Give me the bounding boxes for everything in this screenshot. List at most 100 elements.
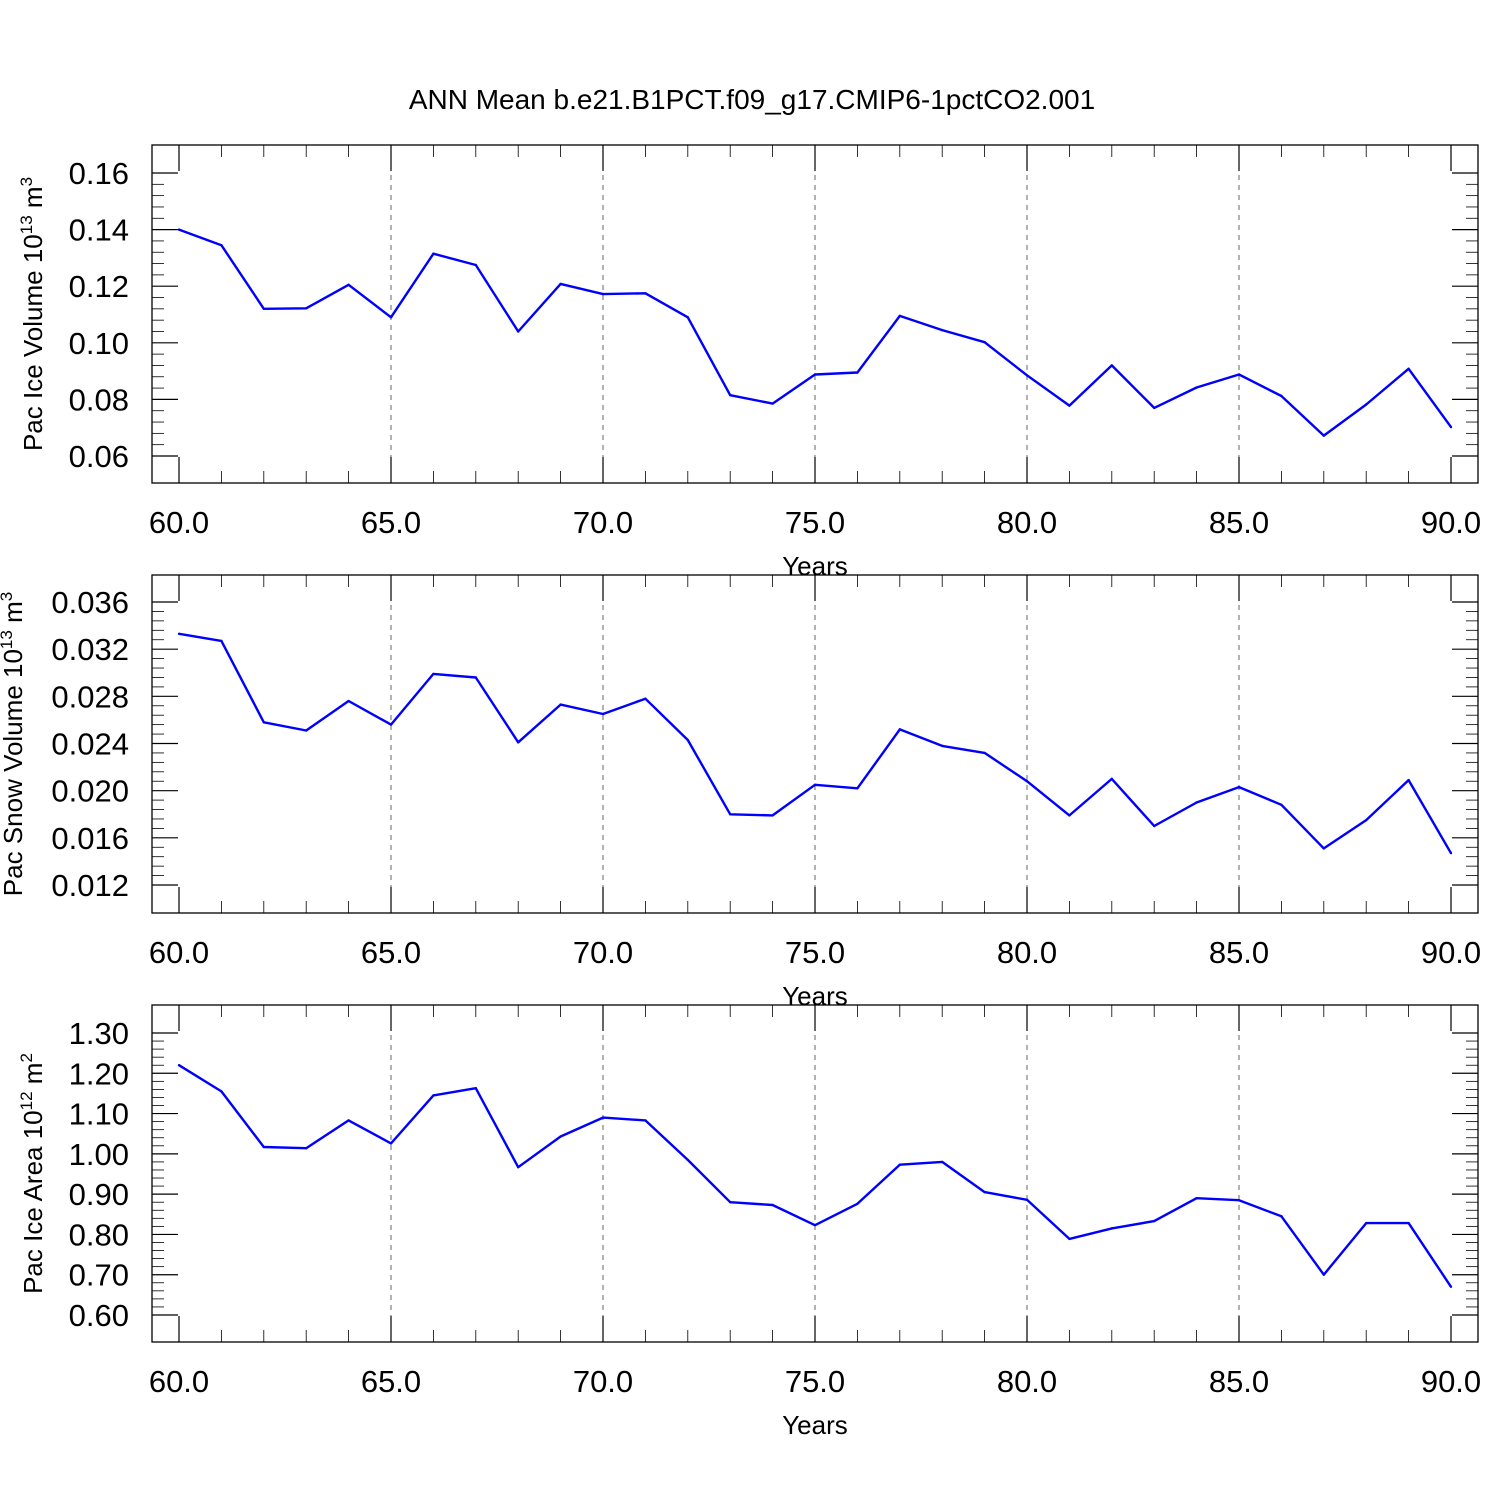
data-point: [220, 243, 223, 247]
data-point: [305, 307, 308, 310]
data-point: [601, 1116, 605, 1119]
data-point: [983, 1190, 986, 1194]
data-point: [898, 1163, 901, 1166]
data-point: [177, 228, 181, 231]
data-point: [1237, 373, 1241, 376]
x-tick-label: 80.0: [997, 505, 1057, 540]
y-axis-label-text: Pac Snow Volume 10: [0, 649, 28, 896]
chart-panel-pac-ice-volume: 60.0 65.0 70.0 75.0 80.0 85.0 90.0 0.06 0.08 0.10…: [17, 144, 1481, 581]
x-tick-label: 60.0: [149, 505, 209, 540]
y-tick-label: 0.14: [69, 213, 129, 248]
data-point: [1280, 803, 1283, 807]
data-point: [1237, 785, 1241, 789]
data-point: [601, 292, 605, 296]
data-point: [729, 393, 732, 397]
data-point: [1153, 406, 1156, 410]
data-point: [1365, 818, 1368, 822]
data-point: [1195, 801, 1198, 804]
y-tick-label: 0.80: [69, 1217, 129, 1252]
y-axis-label-unit-exponent: 3: [17, 177, 36, 186]
y-tick-label: 0.028: [51, 679, 129, 714]
series-line: [178, 228, 1452, 437]
data-point: [898, 314, 901, 318]
x-tick-label: 85.0: [1209, 505, 1269, 540]
y-tick-label: 1.00: [69, 1137, 129, 1172]
y-tick-label: 0.16: [69, 156, 129, 191]
data-point: [177, 632, 181, 636]
data-point: [262, 1145, 265, 1149]
y-tick-label: 1.20: [69, 1056, 129, 1091]
data-point: [771, 402, 774, 405]
data-point: [1322, 847, 1326, 850]
data-point: [1110, 777, 1114, 781]
x-tick-label: 90.0: [1421, 1364, 1481, 1399]
data-point: [432, 252, 435, 255]
data-point: [389, 1142, 393, 1145]
x-tick-label: 60.0: [149, 1364, 209, 1399]
data-point: [559, 703, 562, 706]
chart-panel-pac-ice-area: 60.0 65.0 70.0 75.0 80.0 85.0 90.0 0.60 0.70 0.80…: [17, 1004, 1481, 1440]
x-axis-label: Years: [782, 1410, 848, 1440]
data-point: [644, 1119, 647, 1122]
y-axis-label-exponent: 13: [17, 215, 36, 234]
data-point: [1365, 1221, 1368, 1225]
data-point: [856, 1202, 859, 1206]
data-point: [305, 729, 308, 732]
data-point: [389, 723, 393, 726]
data-point: [305, 1147, 308, 1150]
y-axis-label-unit: m: [0, 601, 28, 630]
data-point: [262, 307, 265, 311]
y-tick-label: 0.036: [51, 585, 129, 620]
x-tick-label: 80.0: [997, 935, 1057, 970]
data-point: [1025, 1198, 1029, 1201]
data-point: [559, 282, 562, 286]
data-point: [517, 741, 520, 744]
y-axis-label: Pac Ice Area 1012 m2: [17, 1053, 48, 1294]
data-point: [432, 1094, 435, 1097]
y-tick-label: 0.024: [51, 727, 129, 762]
data-point: [1449, 425, 1453, 429]
data-point: [813, 783, 817, 786]
data-point: [1449, 1285, 1453, 1289]
x-tick-label: 75.0: [785, 935, 845, 970]
data-point: [729, 813, 732, 816]
x-tick-label: 80.0: [997, 1364, 1057, 1399]
data-point: [813, 373, 817, 376]
data-point: [1110, 364, 1114, 367]
data-point: [898, 728, 901, 731]
y-axis-label-text: Pac Ice Volume 10: [18, 234, 48, 451]
data-point: [686, 316, 689, 319]
data-point: [1153, 824, 1156, 828]
data-point: [1237, 1198, 1241, 1202]
data-point: [813, 1223, 817, 1227]
data-point: [432, 672, 435, 676]
x-tick-label: 90.0: [1421, 935, 1481, 970]
x-tick-label: 65.0: [361, 935, 421, 970]
data-point: [1280, 1215, 1283, 1218]
data-point: [856, 787, 859, 790]
y-tick-label: 0.020: [51, 774, 129, 809]
x-tick-label: 60.0: [149, 935, 209, 970]
y-tick-label: 0.10: [69, 326, 129, 361]
panels: 60.0 65.0 70.0 75.0 80.0 85.0 90.0 0.06 0.08 0.10…: [0, 144, 1481, 1440]
y-axis-label-unit: m: [18, 1063, 48, 1092]
y-tick-label: 0.016: [51, 821, 129, 856]
data-point: [347, 699, 350, 703]
data-point: [1195, 1196, 1198, 1200]
data-point: [856, 371, 859, 374]
x-tick-label: 70.0: [573, 935, 633, 970]
x-tick-label: 85.0: [1209, 1364, 1269, 1399]
data-point: [771, 814, 774, 817]
data-point: [389, 316, 393, 319]
data-point: [1195, 386, 1198, 389]
x-tick-label: 85.0: [1209, 935, 1269, 970]
data-point: [347, 283, 350, 286]
x-tick-label: 90.0: [1421, 505, 1481, 540]
data-point: [1407, 367, 1410, 371]
data-point: [601, 712, 605, 716]
data-point: [1322, 434, 1326, 437]
chart-panel-pac-snow-volume: 60.0 65.0 70.0 75.0 80.0 85.0 90.0 0.012 0.016 0.…: [0, 574, 1481, 1011]
data-point: [1407, 1221, 1410, 1225]
data-point: [644, 697, 647, 700]
data-point: [1025, 780, 1029, 783]
